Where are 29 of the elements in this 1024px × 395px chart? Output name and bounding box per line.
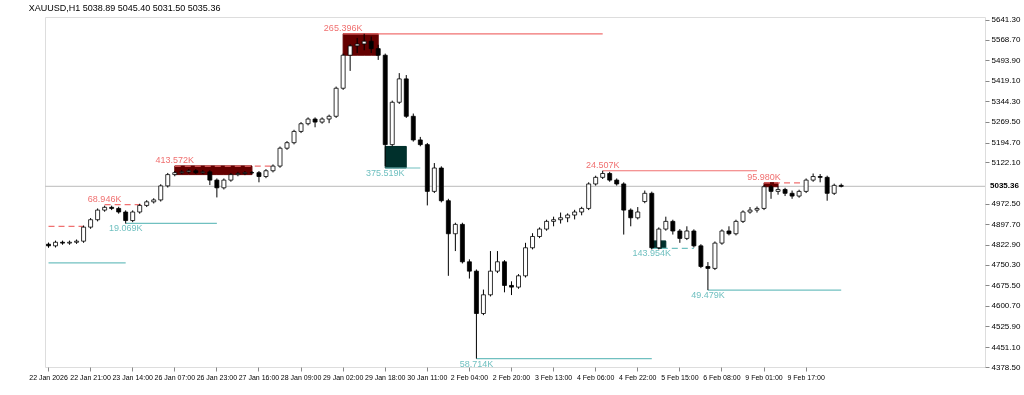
series-label: 19.069K bbox=[108, 223, 143, 234]
y-tick-label: 4822.90 bbox=[991, 240, 1021, 250]
y-tick-label: 5122.10 bbox=[991, 157, 1021, 167]
y-tick-label: 4525.90 bbox=[991, 321, 1021, 331]
y-tick-label: 4897.70 bbox=[991, 219, 1021, 229]
series-label: 375.519K bbox=[365, 168, 405, 178]
y-tick-label: 5419.10 bbox=[991, 76, 1021, 86]
series-label: 68.946K bbox=[87, 193, 122, 204]
y-tick-label: 5493.90 bbox=[991, 55, 1021, 65]
series-label: 58.714K bbox=[459, 358, 494, 369]
series-label: 24.507K bbox=[585, 159, 620, 170]
y-tick-label: 5568.70 bbox=[991, 35, 1021, 45]
y-tick-label: 4750.30 bbox=[991, 260, 1021, 270]
ref-line-label: 5035.36 bbox=[990, 181, 1020, 191]
y-tick-label: 4378.50 bbox=[991, 362, 1021, 372]
chart-title: XAUUSD,H1 5038.89 5045.40 5031.50 5035.36 bbox=[28, 2, 221, 13]
y-tick-label: 5269.50 bbox=[991, 117, 1021, 127]
y-tick-label: 5194.70 bbox=[991, 138, 1021, 147]
y-tick-label: 5344.30 bbox=[991, 96, 1021, 106]
y-tick-label: 5641.30 bbox=[991, 15, 1021, 25]
series-label: 95.980K bbox=[747, 171, 781, 182]
series-label: 413.572K bbox=[155, 155, 195, 166]
y-tick-label: 4972.50 bbox=[991, 199, 1021, 209]
series-label: 49.479K bbox=[691, 290, 725, 301]
series-label: 143.954K bbox=[632, 248, 672, 259]
y-tick-label: 4675.50 bbox=[991, 280, 1021, 290]
y-tick-label: 4600.70 bbox=[991, 301, 1021, 311]
y-tick-label: 4451.10 bbox=[991, 342, 1021, 352]
series-label: 265.396K bbox=[323, 22, 363, 33]
